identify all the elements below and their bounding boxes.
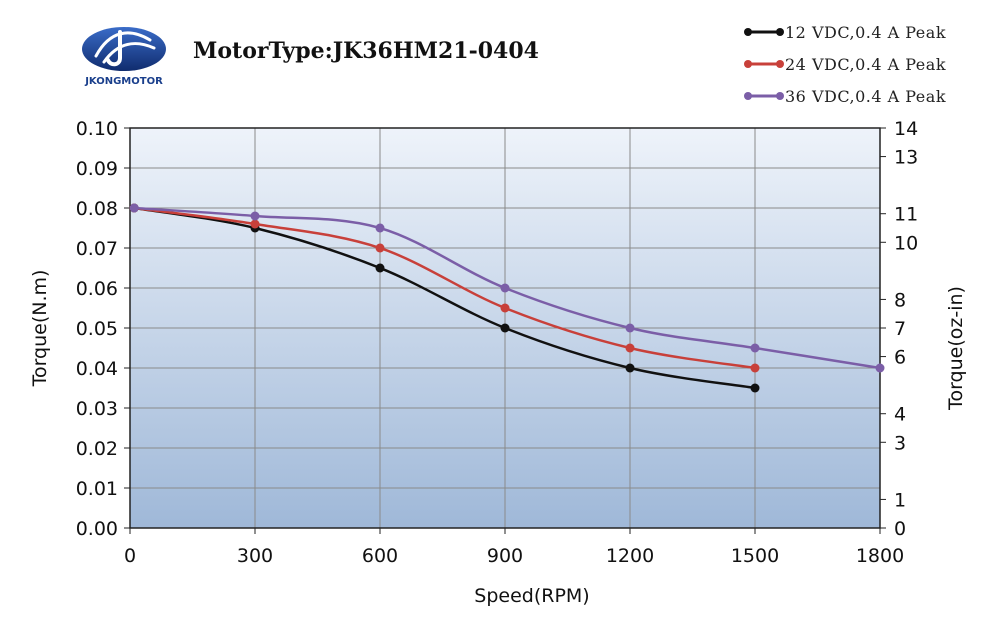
series-line — [134, 206, 756, 370]
x-tick-label: 600 — [362, 545, 398, 567]
y-tick-label: 0.10 — [76, 118, 118, 140]
x-tick-label: 1800 — [856, 545, 904, 567]
legend-swatch-dot — [776, 60, 784, 68]
series-line — [133, 206, 756, 390]
brand-name: JKONGMOTOR — [84, 76, 163, 87]
series-3 — [129, 203, 885, 373]
data-point — [129, 203, 139, 213]
data-point — [375, 243, 385, 253]
x-tick-label: 900 — [487, 545, 523, 567]
x-tick-label: 300 — [237, 545, 273, 567]
chart-title: MotorType:JK36HM21-0404 — [193, 38, 539, 64]
y2-tick-label: 10 — [894, 232, 918, 254]
data-point — [500, 323, 510, 333]
y2-tick-label: 8 — [894, 289, 906, 311]
series-lines — [129, 203, 885, 393]
data-point — [375, 223, 385, 233]
y-tick-label: 0.00 — [76, 518, 118, 540]
y-tick-label: 0.05 — [76, 318, 118, 340]
y-axis-left: 0.00 0.01 0.02 0.03 0.04 0.05 0.06 0.07 0.08 0.09… — [76, 118, 130, 540]
legend-swatch-dot — [744, 92, 752, 100]
data-point — [500, 283, 510, 293]
y-tick-label: 0.09 — [76, 158, 118, 180]
data-point — [375, 263, 385, 273]
y-tick-label: 0.04 — [76, 358, 118, 380]
y-tick-label: 0.01 — [76, 478, 118, 500]
data-point — [500, 303, 510, 313]
legend-label: 12 VDC,0.4 A Peak — [785, 23, 946, 42]
y-axis-left-title: Torque(N.m) — [29, 270, 51, 388]
data-point — [250, 211, 260, 221]
y-axis-right-title: Torque(oz-in) — [945, 286, 967, 411]
data-point — [250, 219, 260, 229]
legend: 12 VDC,0.4 A Peak 24 VDC,0.4 A Peak 36 VDC… — [744, 23, 946, 106]
y2-tick-label: 3 — [894, 432, 906, 454]
data-point — [750, 343, 760, 353]
legend-label: 24 VDC,0.4 A Peak — [785, 55, 946, 74]
x-axis: 0 300 600 900 1200 1500 1800 — [124, 528, 904, 567]
y2-tick-label: 14 — [894, 118, 918, 140]
data-point — [875, 363, 885, 373]
legend-item-2: 24 VDC,0.4 A Peak — [744, 55, 946, 74]
legend-item-3: 36 VDC,0.4 A Peak — [744, 87, 946, 106]
legend-swatch-dot — [744, 28, 752, 36]
legend-item-1: 12 VDC,0.4 A Peak — [744, 23, 946, 42]
legend-swatch-dot — [744, 60, 752, 68]
y-tick-label: 0.03 — [76, 398, 118, 420]
y2-tick-label: 7 — [894, 318, 906, 340]
data-point — [750, 363, 760, 373]
y2-tick-label: 0 — [894, 518, 906, 540]
legend-label: 36 VDC,0.4 A Peak — [785, 87, 946, 106]
data-point — [750, 383, 760, 393]
y2-tick-label: 11 — [894, 204, 918, 226]
y2-tick-label: 13 — [894, 147, 918, 169]
legend-swatch-dot — [776, 28, 784, 36]
y2-tick-label: 6 — [894, 347, 906, 369]
y-tick-label: 0.06 — [76, 278, 118, 300]
x-tick-label: 0 — [124, 545, 136, 567]
logo-letter-j-icon — [106, 30, 122, 67]
data-point — [625, 343, 635, 353]
x-axis-title: Speed(RPM) — [474, 585, 589, 607]
legend-swatch-dot — [776, 92, 784, 100]
brand-logo: JKONGMOTOR — [82, 27, 166, 87]
x-tick-label: 1200 — [606, 545, 654, 567]
y-tick-label: 0.08 — [76, 198, 118, 220]
y2-tick-label: 1 — [894, 489, 906, 511]
series-1 — [129, 203, 760, 393]
data-point — [625, 363, 635, 373]
y-tick-label: 0.02 — [76, 438, 118, 460]
y-tick-label: 0.07 — [76, 238, 118, 260]
y2-tick-label: 4 — [894, 404, 906, 426]
data-point — [625, 323, 635, 333]
x-tick-label: 1500 — [731, 545, 779, 567]
